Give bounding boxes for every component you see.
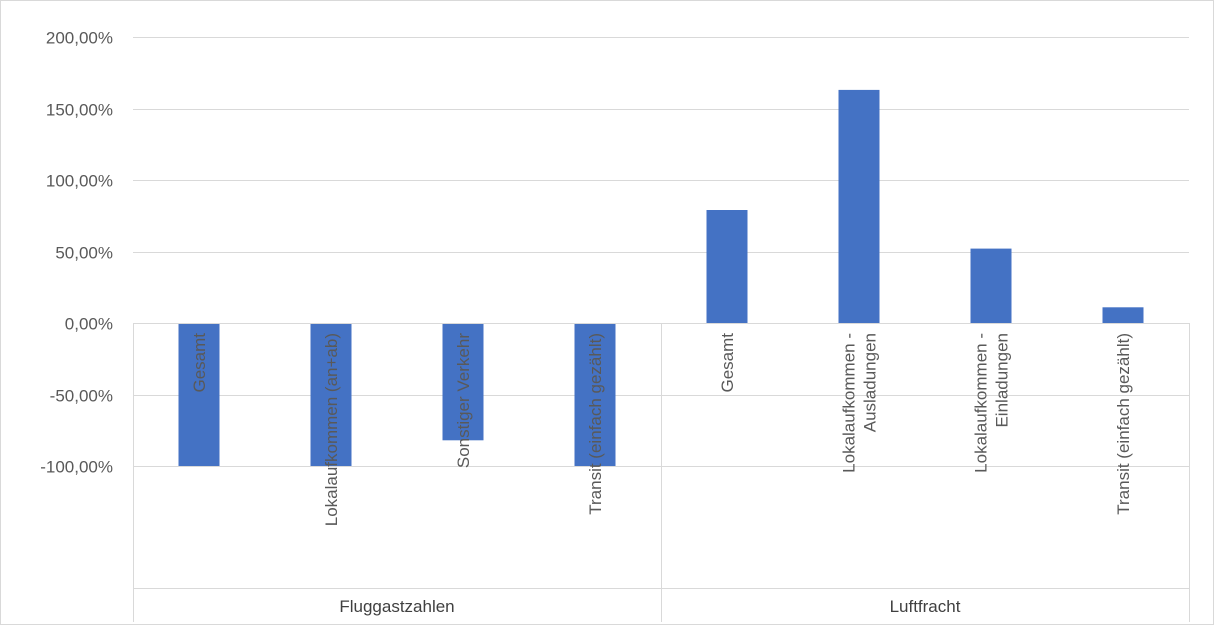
y-tick-label: 200,00% xyxy=(46,29,113,48)
y-tick-label: 0,00% xyxy=(65,315,113,334)
axes xyxy=(133,323,1190,622)
bar xyxy=(310,323,352,466)
group-label: Fluggastzahlen xyxy=(339,597,454,616)
bar xyxy=(838,89,880,324)
category-label: Gesamt xyxy=(190,333,209,393)
category-label-line: Gesamt xyxy=(190,333,209,393)
y-tick-label: 50,00% xyxy=(55,244,113,263)
group-label: Luftfracht xyxy=(890,597,961,616)
category-label: Lokalaufkommen (an+ab) xyxy=(322,333,341,526)
bar xyxy=(1102,307,1144,323)
category-label: Transit (einfach gezählt) xyxy=(586,333,605,515)
y-tick-label: -50,00% xyxy=(50,387,113,406)
category-labels: Gesamt Lokalaufkommen (an+ab) Sonstiger Ve… xyxy=(190,333,1133,527)
bar xyxy=(970,248,1012,323)
category-label: Lokalaufkommen - Ausladungen xyxy=(840,333,880,473)
y-tick-label: -100,00% xyxy=(40,458,113,477)
category-label-line: Lokalaufkommen (an+ab) xyxy=(322,333,341,526)
bar xyxy=(706,210,748,323)
y-axis-tick-labels: 200,00% 150,00% 100,00% 50,00% 0,00% -50,00% -… xyxy=(40,29,113,477)
category-label: Gesamt xyxy=(718,333,737,393)
category-label-line: Gesamt xyxy=(718,333,737,393)
category-label-line: Ausladungen xyxy=(861,333,880,432)
bar xyxy=(442,323,484,441)
category-label-line: Sonstiger Verkehr xyxy=(454,333,473,468)
y-tick-label: 150,00% xyxy=(46,101,113,120)
category-label-line: Lokalaufkommen - xyxy=(972,333,991,473)
y-tick-label: 100,00% xyxy=(46,172,113,191)
category-label-line: Transit (einfach gezählt) xyxy=(1114,333,1133,515)
group-labels: Fluggastzahlen Luftfracht xyxy=(339,597,960,616)
category-label-line: Transit (einfach gezählt) xyxy=(586,333,605,515)
category-label: Lokalaufkommen - Einladungen xyxy=(972,333,1012,473)
category-label-line: Lokalaufkommen - xyxy=(840,333,859,473)
bars xyxy=(178,89,1144,466)
category-label-line: Einladungen xyxy=(993,333,1012,428)
category-label: Sonstiger Verkehr xyxy=(454,333,473,468)
bar xyxy=(574,323,616,466)
category-label: Transit (einfach gezählt) xyxy=(1114,333,1133,515)
bar xyxy=(178,323,220,466)
